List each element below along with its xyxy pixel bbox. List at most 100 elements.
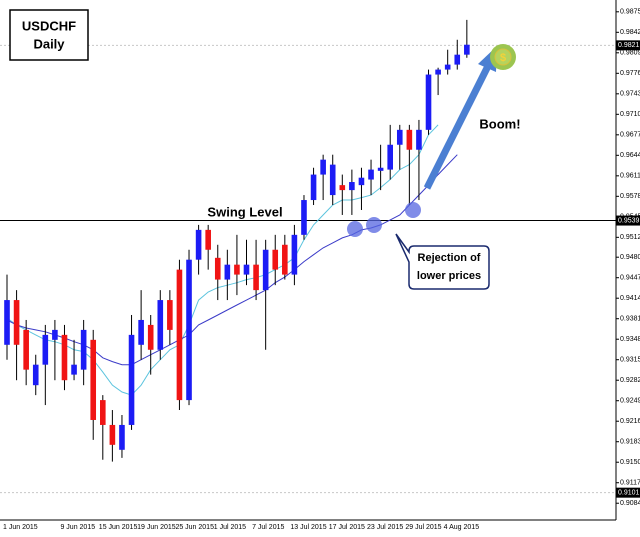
- y-tick-label: 0.9282: [620, 377, 640, 384]
- candle-body: [42, 334, 49, 365]
- x-tick-label: 29 Jul 2015: [405, 524, 441, 531]
- price-box: [616, 215, 640, 226]
- candle-body: [454, 54, 461, 65]
- candle-body: [32, 364, 39, 386]
- candle-body: [329, 164, 336, 196]
- candle-body: [396, 129, 403, 145]
- price-box-label: 0.9821: [618, 42, 640, 49]
- x-tick-label: 23 Jul 2015: [367, 524, 403, 531]
- candle-body: [90, 339, 97, 420]
- rejection-markers: [347, 202, 421, 237]
- candle-body: [282, 244, 288, 275]
- candle-body: [243, 264, 250, 275]
- candle-body: [272, 249, 279, 270]
- candle-body: [167, 300, 173, 330]
- x-tick-label: 19 Jun 2015: [137, 524, 176, 531]
- y-tick-label: 0.9842: [620, 29, 640, 36]
- moving-average: [6, 124, 439, 396]
- callout: Rejection of lower prices: [395, 233, 490, 290]
- price-box: [616, 487, 640, 498]
- x-tick-label: 17 Jul 2015: [329, 524, 365, 531]
- y-tick-label: 0.9512: [620, 234, 640, 241]
- y-tick-label: 0.9809: [620, 50, 640, 57]
- candle-body: [253, 264, 259, 291]
- candle-body: [23, 329, 29, 370]
- candle-body: [80, 329, 87, 370]
- y-tick-label: 0.9644: [620, 152, 640, 159]
- candle-body: [291, 234, 298, 275]
- coin-inner: [494, 48, 512, 66]
- candle-body: [157, 300, 164, 350]
- candle-body: [119, 424, 125, 450]
- candle-body: [444, 64, 451, 70]
- candle-body: [4, 300, 10, 345]
- candle-body: [176, 269, 183, 401]
- x-tick-label: 25 Jun 2015: [175, 524, 214, 531]
- callout-line: lower prices: [417, 270, 481, 282]
- candle-body: [100, 400, 106, 425]
- y-tick-label: 0.9183: [620, 439, 640, 446]
- y-tick-label: 0.9875: [620, 9, 640, 16]
- candle-body: [310, 174, 317, 201]
- y-tick-label: 0.9776: [620, 70, 640, 77]
- title-box: USDCHF Daily: [9, 9, 89, 61]
- candle-body: [52, 329, 58, 340]
- x-tick-label: 13 Jul 2015: [290, 524, 326, 531]
- candle-body: [406, 129, 413, 150]
- coin-symbol: $: [500, 52, 506, 64]
- candle-body: [61, 334, 68, 381]
- y-tick-label: 0.9249: [620, 398, 640, 405]
- chart-subtitle: Daily: [33, 36, 65, 51]
- swing-label: Swing Level: [207, 204, 282, 219]
- boom-label: Boom!: [479, 116, 520, 131]
- candle-body: [224, 264, 231, 280]
- marker-circle: [366, 217, 382, 233]
- candle-body: [416, 129, 422, 150]
- y-tick-label: 0.9743: [620, 91, 640, 98]
- candle-body: [138, 319, 144, 345]
- x-tick-label: 15 Jun 2015: [99, 524, 138, 531]
- y-tick-label: 0.9414: [620, 295, 640, 302]
- chart-title: USDCHF: [22, 18, 76, 33]
- candle-body: [195, 229, 202, 260]
- candle-body: [320, 159, 326, 175]
- candle-body: [205, 229, 211, 250]
- marker-circle: [347, 221, 363, 237]
- candle-body: [358, 177, 365, 186]
- candle-body: [71, 364, 77, 375]
- candle-body: [214, 257, 221, 280]
- candle-body: [368, 169, 374, 180]
- price-box: [616, 40, 640, 51]
- x-tick-label: 9 Jun 2015: [60, 524, 95, 531]
- candle-body: [109, 424, 116, 445]
- callout-bubble: [395, 233, 490, 290]
- candle-body: [234, 264, 240, 275]
- title-frame: [9, 9, 89, 61]
- price-box-label: 0.9101: [618, 490, 640, 497]
- y-tick-label: 0.9480: [620, 254, 640, 261]
- candle-body: [301, 200, 307, 235]
- x-tick-label: 4 Aug 2015: [444, 524, 480, 531]
- candle-body: [339, 185, 346, 191]
- coin: $: [490, 44, 516, 70]
- x-tick-label: 1 Jun 2015: [3, 524, 38, 531]
- callout-line: Rejection of: [418, 252, 481, 264]
- candle-body: [13, 300, 20, 345]
- candle-body: [128, 334, 135, 425]
- x-tick-label: 7 Jul 2015: [252, 524, 284, 531]
- plot: [0, 19, 616, 494]
- candle-body: [349, 182, 355, 191]
- y-tick-label: 0.9578: [620, 193, 640, 200]
- price-box-label: 0.9539: [618, 217, 640, 224]
- candle-body: [377, 167, 384, 171]
- y-tick-label: 0.9447: [620, 275, 640, 282]
- y-tick-label: 0.9084: [620, 500, 640, 507]
- candle-body: [186, 259, 192, 401]
- candle-body: [425, 74, 432, 130]
- candle-body: [262, 249, 269, 291]
- candle-body: [147, 324, 154, 350]
- candle-body: [464, 44, 470, 55]
- arrow-shaft: [423, 64, 492, 190]
